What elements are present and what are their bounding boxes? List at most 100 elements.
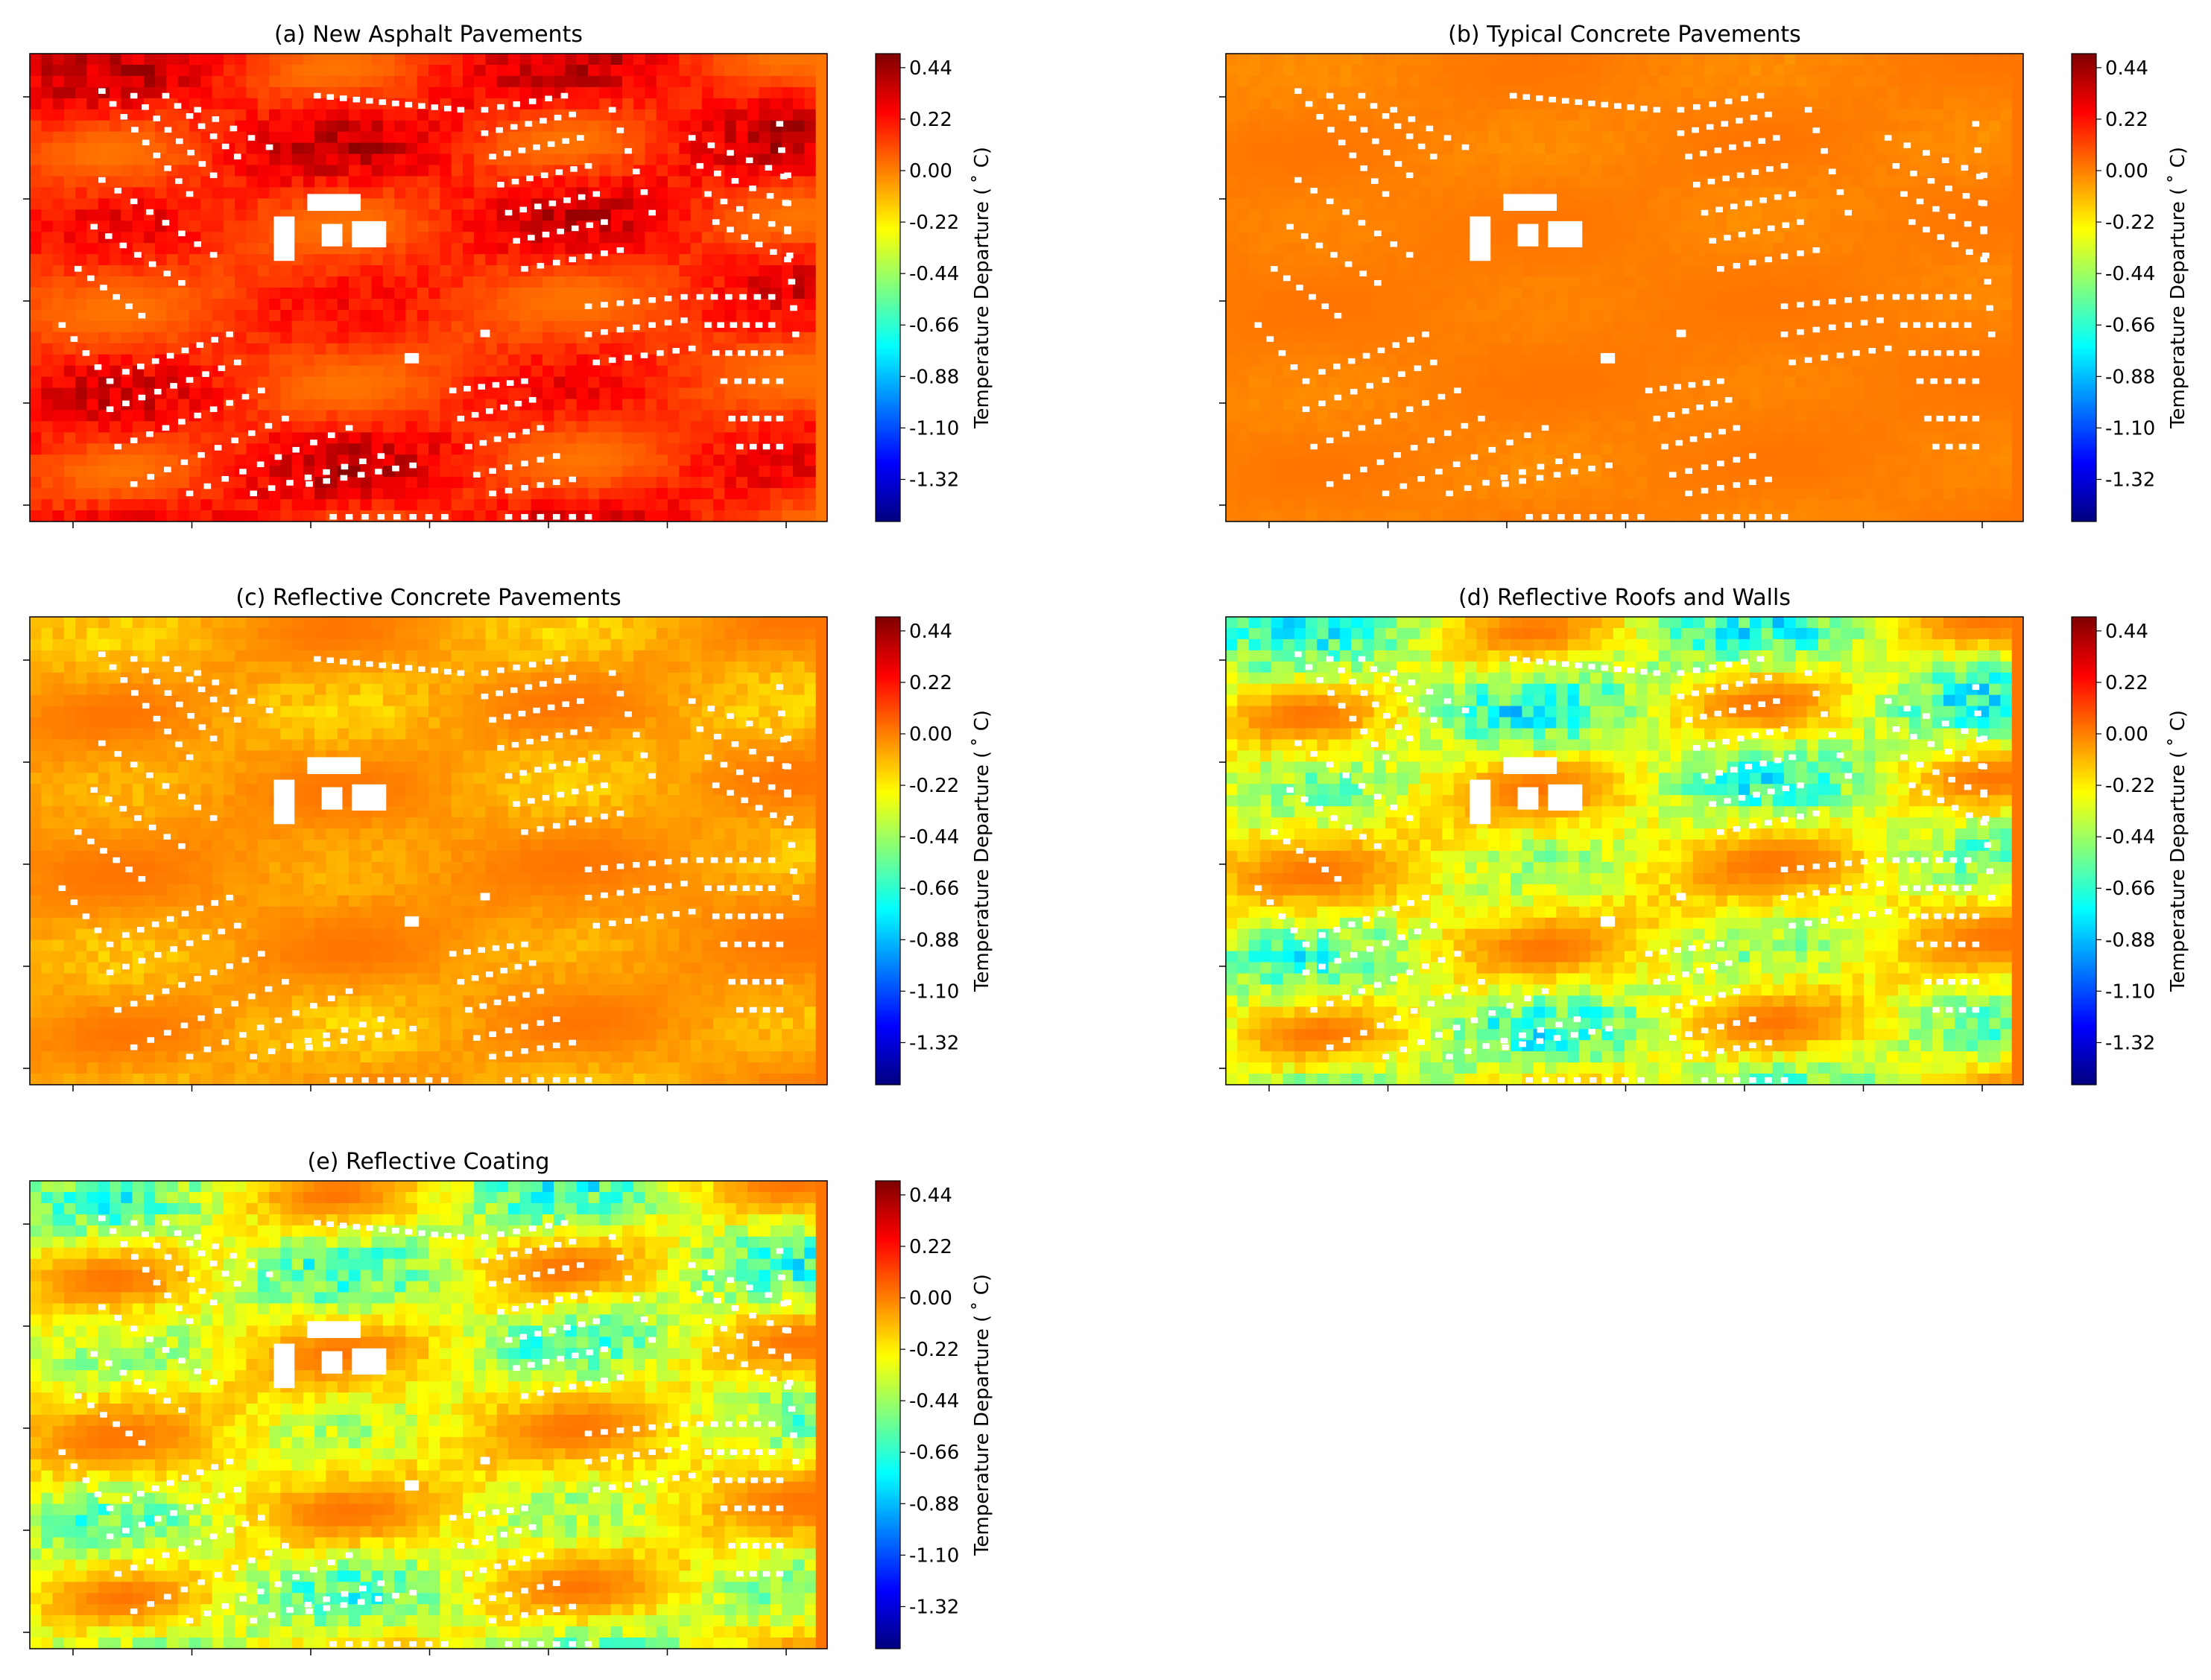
heatmap-cell [1567,131,1580,144]
heatmap-cell [690,499,703,511]
heatmap-cell [1704,276,1717,288]
heatmap-cell [246,109,259,121]
heatmap-cell [804,343,817,355]
heatmap-cell [656,376,668,389]
heatmap-cell [770,254,782,266]
heatmap-cell [63,254,76,266]
heatmap-cell [1670,243,1683,255]
heatmap-cell [189,209,202,222]
heatmap-cell [519,254,532,266]
heatmap-cell [280,54,293,66]
heatmap-cell [645,221,657,233]
heatmap-cell [1317,131,1329,144]
heatmap-cell [690,209,703,222]
heatmap-cell [417,120,429,133]
heatmap-cell [668,243,680,255]
heatmap-cell [1522,109,1534,121]
heatmap-cell [451,142,464,155]
heatmap-cell [291,309,304,322]
heatmap-cell [41,421,54,434]
heatmap-cell [1442,120,1455,133]
heatmap-cell [1385,209,1398,222]
heatmap-cell [75,365,88,378]
heatmap-cell [496,232,509,244]
heatmap-cell [1465,165,1478,177]
heatmap-cell [121,288,133,299]
building-footprint [762,443,771,450]
heatmap-cell [121,488,133,500]
heatmap-cell [1704,198,1717,211]
heatmap-cell [496,299,509,311]
heatmap-cell [1431,165,1443,177]
building-footprint [548,200,557,206]
heatmap-cell [1248,221,1261,233]
heatmap-cell [1533,176,1546,188]
heatmap-cell [110,320,122,333]
heatmap-cell [576,320,589,333]
heatmap-cell [394,343,407,355]
heatmap-cell [1932,165,1944,177]
heatmap-cell [1818,309,1830,322]
heatmap-cell [496,288,509,299]
heatmap-cell [98,332,110,344]
heatmap-cell [1897,209,1910,222]
heatmap-cell [280,86,293,99]
heatmap-cell [1943,131,1956,144]
heatmap-cell [1875,65,1888,77]
heatmap-cell [235,332,247,344]
heatmap-cell [781,232,794,244]
heatmap-cell [1886,221,1899,233]
heatmap-cell [121,153,133,166]
heatmap-cell [679,276,692,288]
heatmap-cell [474,399,487,411]
heatmap-cell [1681,276,1694,288]
heatmap-cell [303,221,315,233]
heatmap-cell [1522,142,1534,155]
heatmap-cell [349,153,361,166]
heatmap-cell [1647,176,1660,188]
heatmap-cell [1784,265,1797,277]
heatmap-cell [1499,131,1511,144]
heatmap-cell [1328,232,1341,244]
heatmap-cell [781,288,794,299]
heatmap-cell [747,98,760,110]
building-footprint [552,453,560,459]
heatmap-cell [1955,209,1967,222]
building-footprint [136,364,145,370]
heatmap-cell [451,187,464,200]
heatmap-cell [610,399,623,411]
heatmap-cell [1806,75,1819,88]
heatmap-cell [1750,75,1762,88]
heatmap-cell [1590,86,1603,99]
heatmap-cell [576,65,589,77]
heatmap-cell [405,320,418,333]
heatmap-cell [793,365,806,378]
heatmap-cell [337,98,349,110]
heatmap-cell [1226,309,1239,322]
heatmap-cell [519,54,532,66]
heatmap-cell [1932,276,1944,288]
heatmap-cell [382,399,395,411]
heatmap-cell [405,65,418,77]
building-footprint [359,458,367,465]
heatmap-cell [1909,176,1922,188]
heatmap-cell [177,354,190,367]
heatmap-cell [1989,120,2002,133]
heatmap-cell [610,153,623,166]
heatmap-cell [1259,142,1272,155]
building-footprint [166,352,174,359]
heatmap-cell [1636,109,1648,121]
heatmap-cell [1351,276,1364,288]
heatmap-cell [1658,65,1671,77]
heatmap-cell [1373,54,1386,66]
heatmap-cell [326,54,338,66]
heatmap-cell [417,221,429,233]
heatmap-cell [1237,198,1250,211]
heatmap-cell [121,265,133,277]
building-footprint [273,216,295,261]
heatmap-cell [235,232,247,244]
heatmap-cell [1339,65,1352,77]
heatmap-cell [110,243,122,255]
heatmap-cell [1932,243,1944,255]
heatmap-cell [1556,299,1569,311]
